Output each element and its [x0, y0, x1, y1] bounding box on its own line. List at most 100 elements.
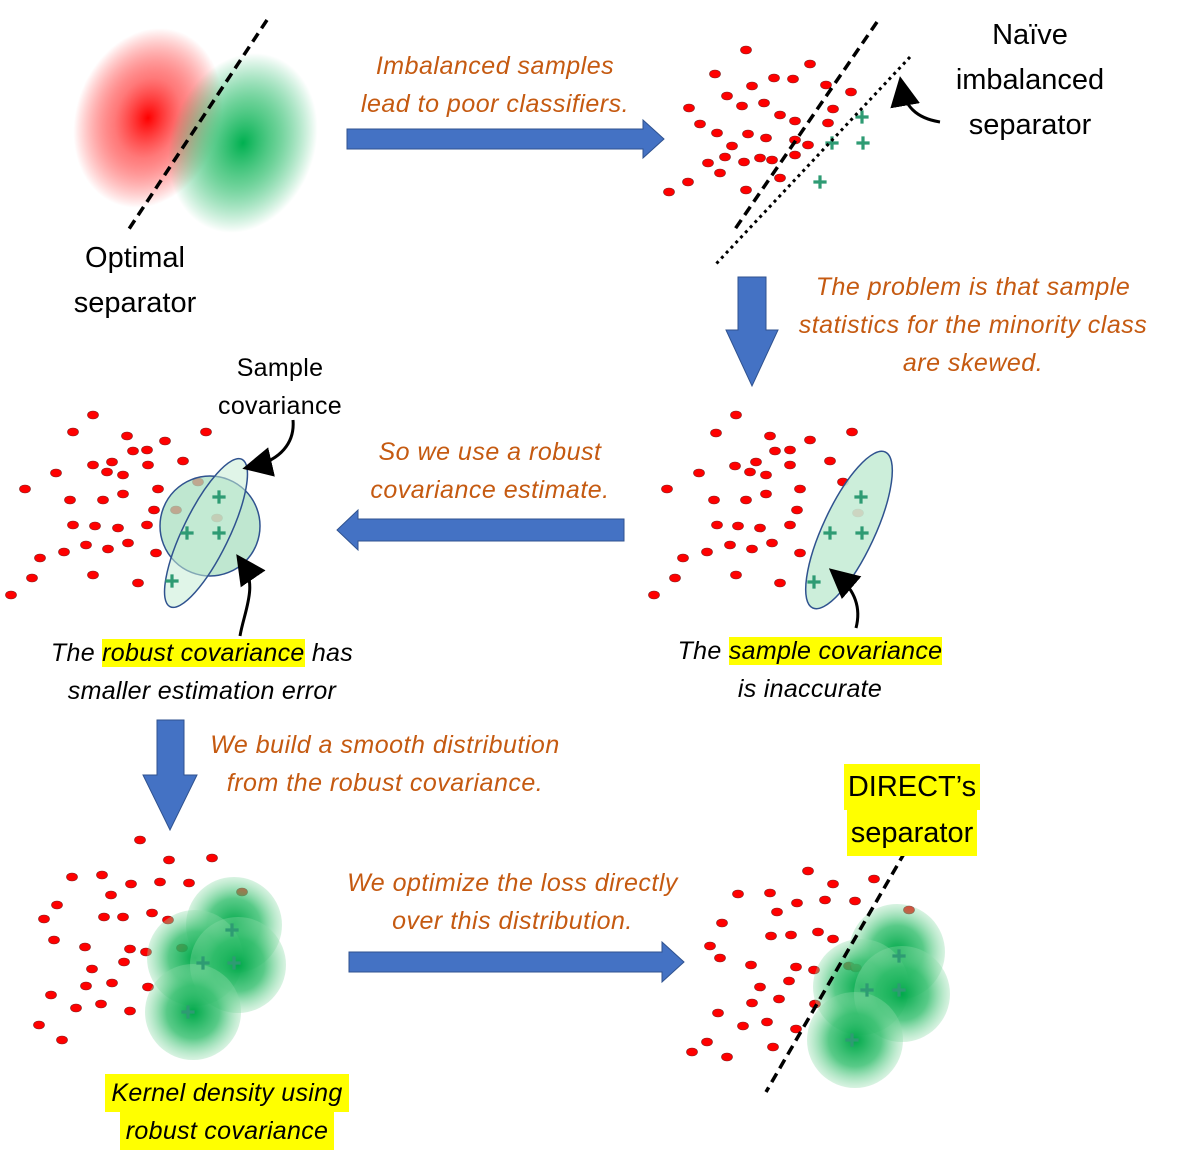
- red-sample-dot: [746, 998, 758, 1008]
- red-sample-dot: [710, 428, 722, 438]
- arrow-down-icon: [725, 276, 779, 388]
- green-sample-plus: [856, 136, 870, 150]
- red-sample-dot: [745, 960, 757, 970]
- red-sample-dot: [760, 470, 772, 480]
- red-sample-dot: [694, 119, 706, 129]
- red-sample-dot: [661, 484, 673, 494]
- red-sample-dot: [790, 962, 802, 972]
- red-sample-dot: [87, 410, 99, 420]
- red-sample-dot: [740, 45, 752, 55]
- red-sample-dot: [682, 177, 694, 187]
- red-sample-dot: [89, 521, 101, 531]
- red-sample-dot: [744, 467, 756, 477]
- red-sample-dot: [791, 898, 803, 908]
- highlight: sample covariance: [728, 637, 943, 665]
- green-gaussian-blob: [168, 53, 318, 233]
- red-sample-dot: [124, 944, 136, 954]
- red-sample-dot: [80, 981, 92, 991]
- red-sample-dot: [771, 907, 783, 917]
- red-sample-dot: [773, 994, 785, 1004]
- red-sample-dot: [693, 468, 705, 478]
- red-sample-dot: [701, 547, 713, 557]
- red-sample-dot: [804, 435, 816, 445]
- red-sample-dot: [721, 1052, 733, 1062]
- red-sample-dot: [141, 445, 153, 455]
- red-sample-dot: [150, 548, 162, 558]
- green-sample-plus: [807, 575, 821, 589]
- curved-pointer-arrow-icon: [242, 419, 295, 477]
- red-sample-dot: [774, 578, 786, 588]
- green-sample-plus: [855, 526, 869, 540]
- red-sample-dot: [112, 523, 124, 533]
- optimal-separator-label: Optimal separator: [73, 242, 197, 319]
- red-sample-dot: [708, 495, 720, 505]
- curved-pointer-arrow-icon: [890, 76, 941, 124]
- green-sample-plus: [180, 526, 194, 540]
- green-sample-plus: [854, 490, 868, 504]
- red-sample-dot: [711, 520, 723, 530]
- red-sample-dot: [677, 553, 689, 563]
- direct-separator-line: [764, 851, 907, 1093]
- red-sample-dot: [726, 141, 738, 151]
- red-sample-dot: [758, 98, 770, 108]
- red-sample-dot: [714, 953, 726, 963]
- caption-step2: The problem is that sample statistics fo…: [798, 273, 1148, 377]
- red-sample-dot: [729, 461, 741, 471]
- red-sample-dot: [33, 1020, 45, 1030]
- red-sample-dot: [98, 912, 110, 922]
- red-sample-dot: [846, 427, 858, 437]
- red-sample-dot: [774, 173, 786, 183]
- green-sample-plus: [196, 956, 210, 970]
- red-sample-dot: [845, 87, 857, 97]
- caption-step4: We build a smooth distribution from the …: [210, 731, 560, 797]
- red-sample-dot: [732, 889, 744, 899]
- arrow-down-icon: [142, 719, 198, 832]
- panel5-green-samples: [181, 923, 241, 1019]
- red-sample-dot: [822, 118, 834, 128]
- red-sample-dot: [784, 520, 796, 530]
- red-sample-dot: [724, 540, 736, 550]
- red-sample-dot: [820, 80, 832, 90]
- red-sample-dot: [746, 544, 758, 554]
- red-sample-dot: [48, 935, 60, 945]
- red-sample-dot: [38, 914, 50, 924]
- red-sample-dot: [132, 578, 144, 588]
- red-sample-dot: [34, 553, 46, 563]
- robust-covariance-note: The robust covariance has smaller estima…: [50, 639, 354, 705]
- panel4-green-samples: [165, 490, 226, 588]
- red-sample-dot: [106, 978, 118, 988]
- red-sample-dot: [827, 104, 839, 114]
- red-sample-dot: [154, 877, 166, 887]
- caption-step3: So we use a robust covariance estimate.: [370, 438, 610, 504]
- red-sample-dot: [148, 505, 160, 515]
- green-sample-plus: [165, 574, 179, 588]
- red-sample-dot: [764, 431, 776, 441]
- green-sample-plus: [845, 1033, 859, 1047]
- arrow-right-icon: [348, 940, 685, 984]
- red-sample-dot: [26, 573, 38, 583]
- red-sample-dot: [766, 538, 778, 548]
- red-sample-dot: [769, 446, 781, 456]
- red-sample-dot: [742, 129, 754, 139]
- green-sample-plus: [860, 983, 874, 997]
- red-sample-dot: [80, 540, 92, 550]
- green-sample-plus: [225, 923, 239, 937]
- green-sample-plus: [892, 949, 906, 963]
- red-sample-dot: [784, 445, 796, 455]
- red-sample-dot: [714, 168, 726, 178]
- red-sample-dot: [702, 158, 714, 168]
- red-sample-dot: [67, 427, 79, 437]
- red-sample-dot: [163, 855, 175, 865]
- red-sample-dot: [760, 489, 772, 499]
- sample-covariance-note: The sample covariance is inaccurate: [677, 637, 943, 703]
- optimal-separator-line: [125, 19, 269, 233]
- red-sample-dot: [51, 900, 63, 910]
- red-sample-dot: [701, 1037, 713, 1047]
- red-sample-dot: [784, 460, 796, 470]
- red-sample-dot: [824, 456, 836, 466]
- red-sample-dot: [66, 872, 78, 882]
- green-sample-plus: [227, 956, 241, 970]
- red-sample-dot: [97, 495, 109, 505]
- kernel-density-label: Kernel density using robust covariance: [92, 1074, 362, 1150]
- red-sample-dot: [761, 1017, 773, 1027]
